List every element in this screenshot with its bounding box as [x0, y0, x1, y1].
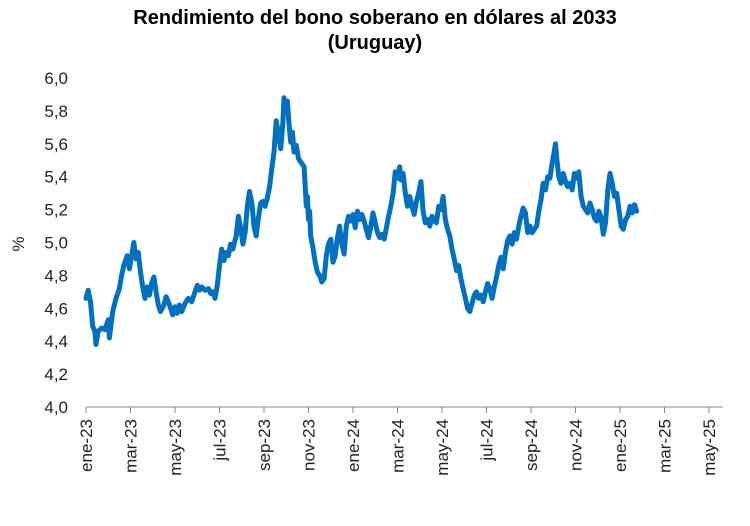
x-tick-label: sep-23	[255, 419, 274, 471]
x-tick-label: ene-25	[611, 419, 630, 472]
x-tick-label: nov-24	[567, 419, 586, 471]
x-axis-ticks: ene-23 mar-23 may-23 jul-23 sep-23 nov-23 ene-…	[77, 407, 719, 476]
x-tick-label: ene-24	[344, 419, 363, 472]
y-tick-label: 4,4	[44, 332, 68, 351]
chart-title-block: Rendimiento del bono soberano en dólares…	[0, 6, 750, 56]
y-tick-label: 6,0	[44, 69, 68, 88]
x-tick-label: nov-23	[300, 419, 319, 471]
x-tick-label: mar-23	[122, 419, 141, 473]
y-tick-label: 5,0	[44, 234, 68, 253]
y-tick-label: 5,2	[44, 201, 68, 220]
x-tick-label: may-24	[433, 419, 452, 476]
chart-title: Rendimiento del bono soberano en dólares…	[133, 7, 617, 29]
y-tick-label: 5,8	[44, 102, 68, 121]
y-tick-label: 4,6	[44, 299, 68, 318]
x-tick-label: may-25	[700, 419, 719, 476]
x-tick-label: mar-25	[656, 419, 675, 473]
series-line	[83, 95, 640, 347]
x-tick-label: sep-24	[522, 419, 541, 471]
y-axis-label: %	[9, 236, 28, 251]
x-tick-label: may-23	[166, 419, 185, 476]
x-tick-label: jul-24	[478, 419, 497, 462]
y-tick-label: 4,0	[44, 398, 68, 417]
y-tick-label: 5,4	[44, 168, 68, 187]
y-tick-label: 5,6	[44, 135, 68, 154]
y-tick-label: 4,8	[44, 266, 68, 285]
x-tick-label: mar-24	[389, 419, 408, 473]
x-tick-label: jul-23	[211, 419, 230, 462]
y-axis-tick-labels: 4,0 4,2 4,4 4,6 4,8 5,0 5,2 5,4 5,6 5,8 6,0	[44, 69, 68, 417]
y-tick-label: 4,2	[44, 365, 68, 384]
x-tick-label: ene-23	[77, 419, 96, 472]
chart-subtitle: (Uruguay)	[327, 32, 423, 54]
